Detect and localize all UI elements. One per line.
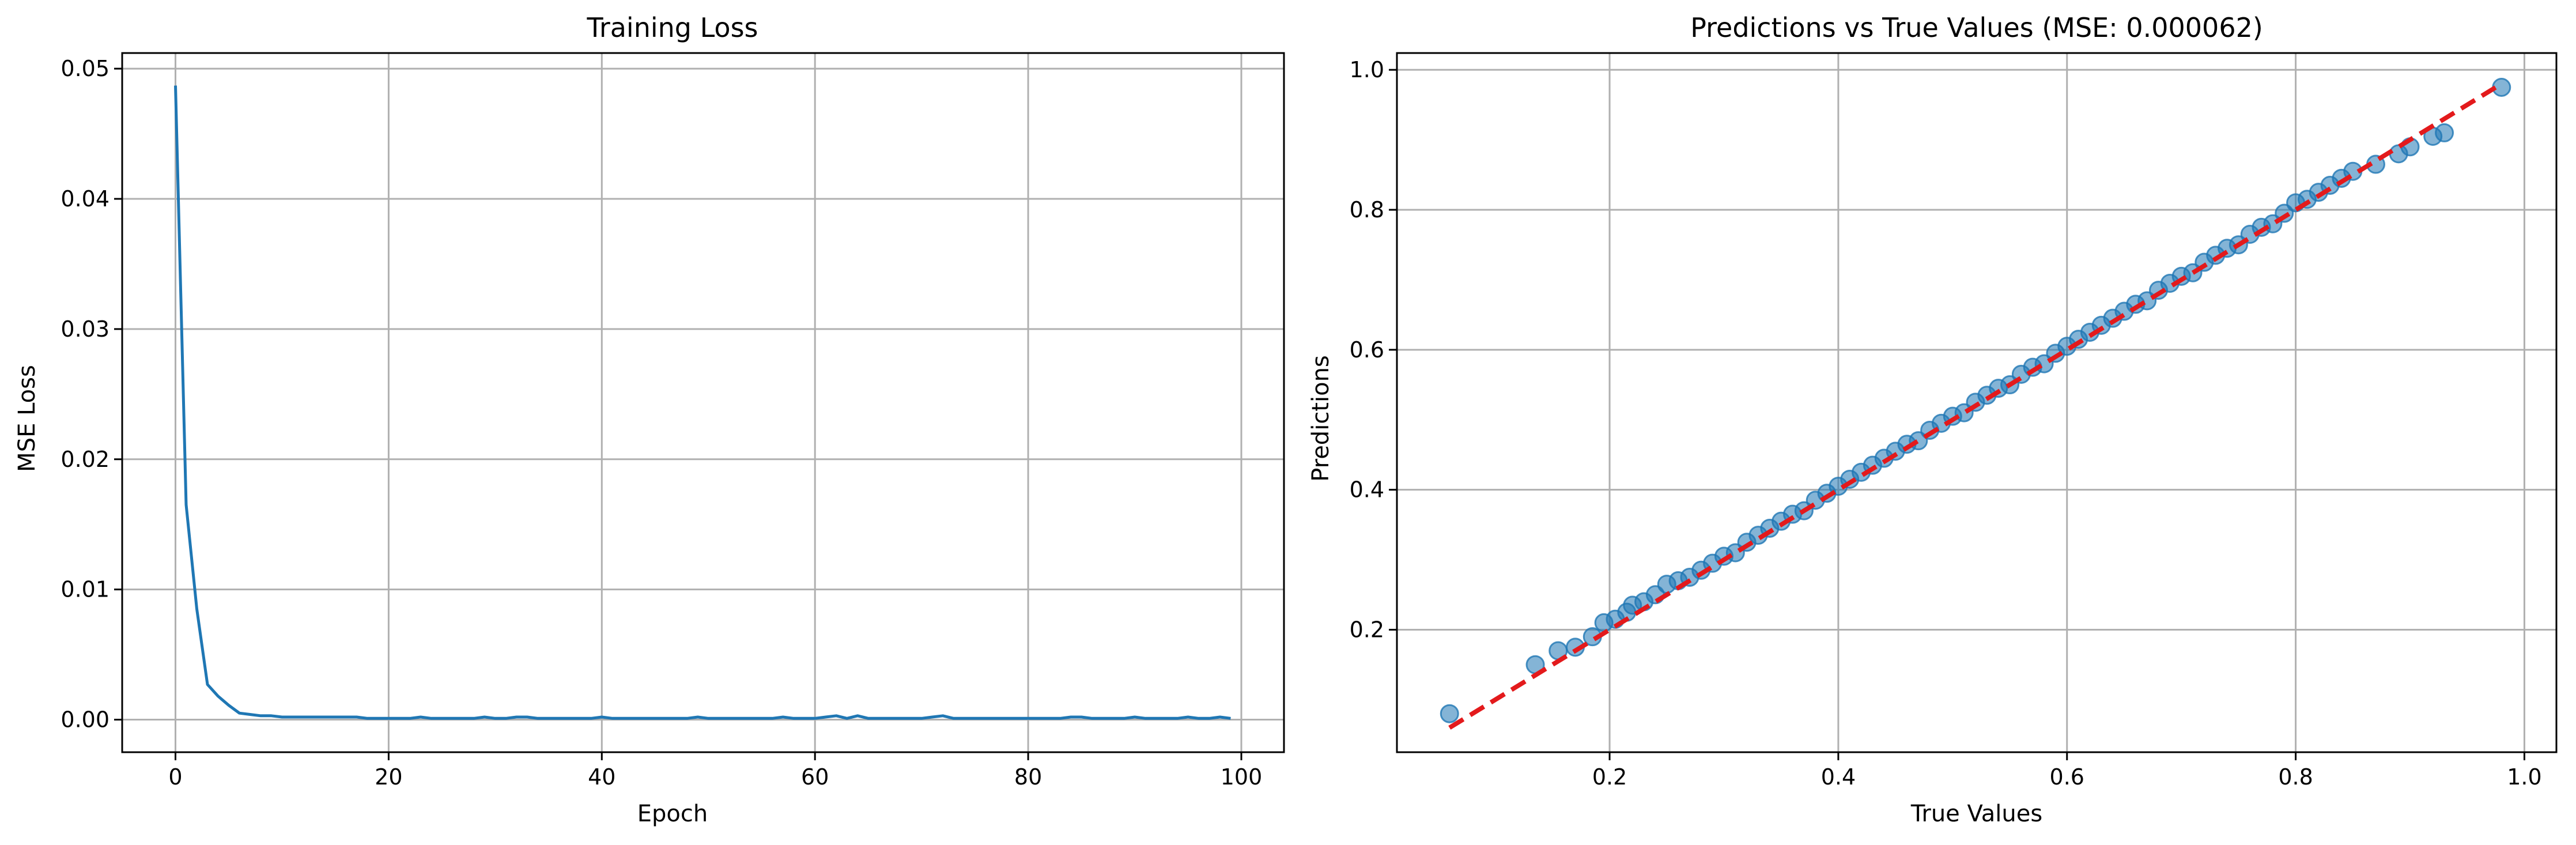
y-tick-label: 0.02 [61, 447, 109, 472]
y-axis-label: Predictions [1308, 355, 1334, 482]
x-tick-label: 80 [1014, 764, 1042, 790]
y-axis-label: MSE Loss [14, 365, 40, 472]
x-tick-label: 0.2 [1592, 764, 1627, 790]
x-axis-label: True Values [1910, 801, 2042, 827]
x-tick-label: 100 [1221, 764, 1263, 790]
y-tick-label: 0.6 [1350, 337, 1384, 363]
x-tick-label: 0 [168, 764, 182, 790]
training-loss-chart: Training Loss Epoch MSE Loss 0 20 40 60 80 10… [14, 12, 1285, 827]
y-tick-label: 0.00 [61, 707, 109, 733]
scatter-point [2492, 77, 2511, 97]
y-tick-label: 0.01 [61, 577, 109, 602]
y-tick-label: 0.2 [1350, 617, 1384, 643]
scatter-point [1440, 704, 1459, 723]
y-tick-label: 0.03 [61, 316, 109, 342]
chart-title: Training Loss [586, 12, 758, 43]
x-tick-label: 60 [801, 764, 829, 790]
reference-line [1448, 82, 2503, 730]
plot-frame [121, 52, 1285, 753]
x-tick-label: 20 [375, 764, 402, 790]
y-tick-label: 0.4 [1350, 477, 1384, 503]
x-axis-label: Epoch [637, 801, 708, 827]
plot-frame [1396, 52, 2558, 753]
y-tick-label: 0.8 [1350, 197, 1384, 222]
chart-title: Predictions vs True Values (MSE: 0.00006… [1690, 12, 2263, 43]
x-tick-label: 1.0 [2507, 764, 2541, 790]
x-tick-label: 0.6 [2050, 764, 2084, 790]
y-tick-label: 1.0 [1350, 57, 1384, 82]
x-tick-label: 0.8 [2278, 764, 2313, 790]
predictions-vs-true-chart: Predictions vs True Values (MSE: 0.00006… [1308, 12, 2558, 827]
y-tick-label: 0.05 [61, 56, 109, 81]
x-tick-label: 0.4 [1821, 764, 1856, 790]
scatter-point [2435, 123, 2454, 142]
y-tick-label: 0.04 [61, 186, 109, 212]
loss-series-line [174, 85, 1231, 720]
x-tick-label: 40 [588, 764, 615, 790]
